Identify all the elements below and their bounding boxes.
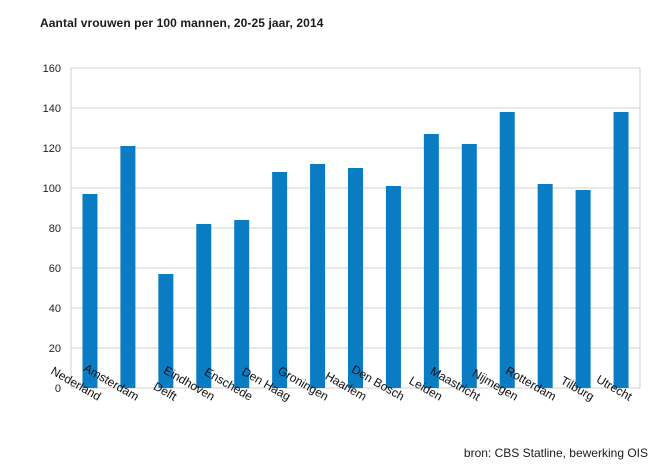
bar-leiden	[423, 134, 439, 388]
bar-utrecht	[613, 112, 629, 388]
bar-groningen	[310, 164, 326, 388]
y-axis-ticks: 0 20 40 60 80 100 120 140 160	[43, 63, 61, 395]
y-tick-label: 60	[49, 263, 61, 275]
bar-haarlem	[348, 168, 363, 388]
y-tick-label: 80	[49, 223, 61, 235]
bar-den-bosch	[385, 186, 401, 388]
y-tick-label: 160	[43, 63, 61, 75]
y-tick-label: 40	[49, 303, 61, 315]
bar-rotterdam	[537, 184, 553, 388]
bar-nijmegen	[499, 112, 515, 388]
chart-title: Aantal vrouwen per 100 mannen, 20-25 jaa…	[40, 16, 324, 30]
y-tick-label: 100	[43, 183, 61, 195]
bar-nederland	[82, 194, 98, 388]
bar-enschede	[234, 220, 250, 388]
bar-delft	[158, 274, 174, 388]
y-tick-label: 140	[43, 103, 61, 115]
bar-maastricht	[461, 144, 477, 388]
y-tick-label: 120	[43, 143, 61, 155]
bar-den-haag	[272, 172, 288, 388]
bar-tilburg	[575, 190, 591, 388]
bar-eindhoven	[196, 224, 212, 388]
y-tick-label: 0	[55, 383, 61, 395]
bars	[82, 112, 629, 388]
source-note: bron: CBS Statline, bewerking OIS	[463, 446, 648, 460]
y-tick-label: 20	[49, 343, 61, 355]
bar-amsterdam	[120, 146, 136, 388]
